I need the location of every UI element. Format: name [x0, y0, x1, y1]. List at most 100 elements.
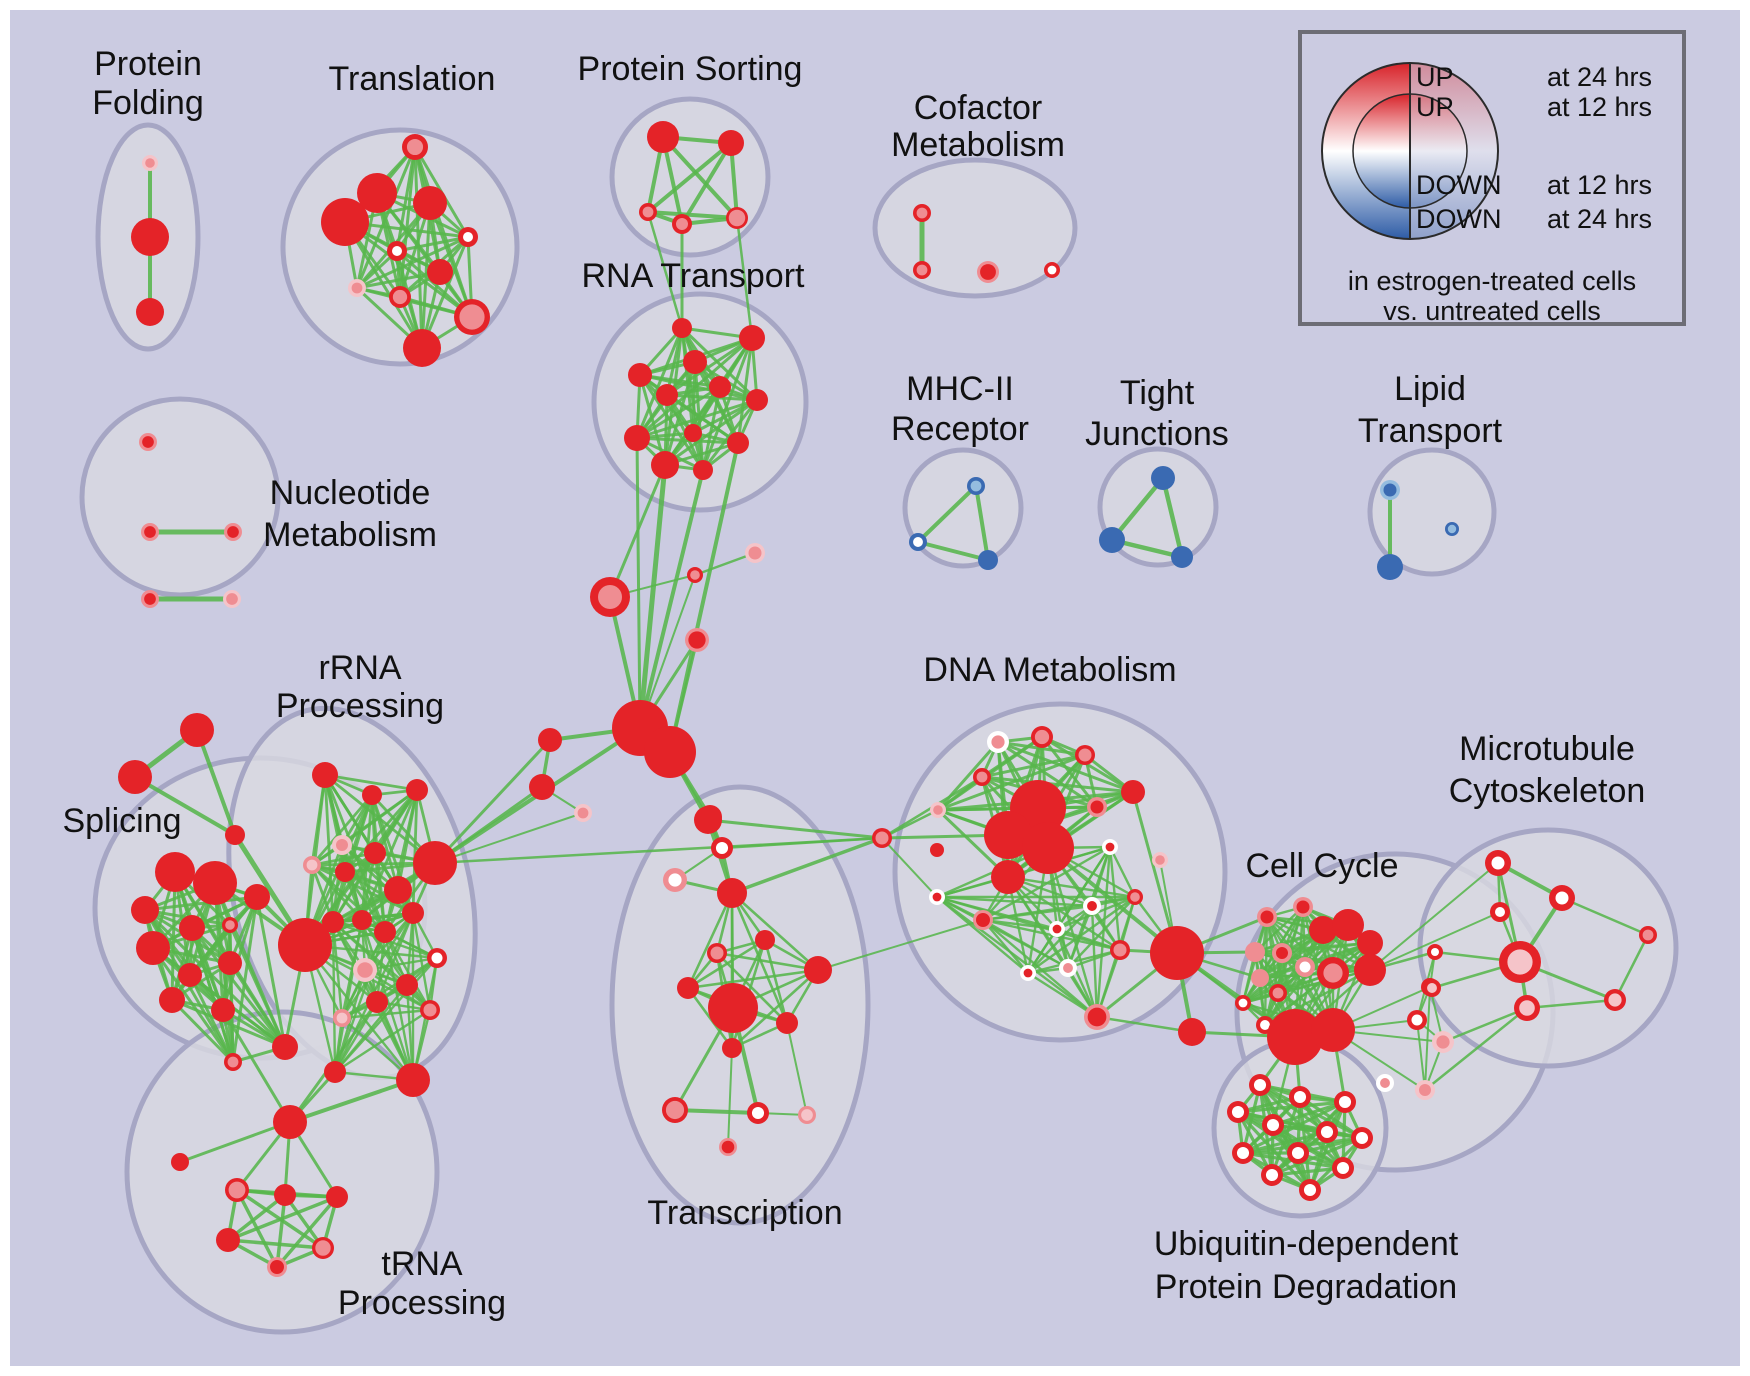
node-cf1	[916, 207, 928, 219]
cluster-label-rna-transport-line1: RNA Transport	[582, 257, 806, 295]
node-tl6	[392, 246, 402, 256]
cluster-label-cofactor-metabolism-line2: Metabolism	[891, 126, 1065, 164]
node-tn0	[171, 1153, 189, 1171]
node-tl10	[459, 304, 485, 330]
node-dn15	[1087, 901, 1097, 911]
node-lp1	[1383, 483, 1397, 497]
node-dn18	[1063, 963, 1073, 973]
node-dn14	[1130, 892, 1140, 902]
node-cc9	[1323, 963, 1343, 983]
cluster-shell-microtubule-cytoskeleton	[1417, 827, 1679, 1069]
node-ub9	[1291, 1146, 1305, 1160]
edge-dn13-dn17	[981, 918, 1122, 952]
cluster-shell-mhc-ii-receptor	[902, 447, 1024, 569]
node-dn16	[1052, 924, 1062, 934]
node-tr15	[721, 1140, 735, 1154]
legend-time-2: at 12 hrs	[1547, 92, 1652, 122]
node-tr14	[801, 1109, 813, 1121]
node-sp10	[159, 987, 185, 1013]
edge-dn13-dn20	[981, 918, 1099, 1019]
edge-tr4-tr8	[686, 891, 734, 990]
node-tr5	[755, 930, 775, 950]
node-tj2	[1099, 527, 1125, 553]
node-dn8	[1090, 800, 1104, 814]
edge-rt3-rt7	[638, 373, 759, 402]
edge-sp7-sp12	[188, 973, 287, 1049]
node-dn13	[976, 913, 990, 927]
node-st2	[118, 760, 152, 794]
node-ub5	[1266, 1118, 1280, 1132]
node-ccbr2	[1178, 1018, 1206, 1046]
node-hb6	[529, 774, 555, 800]
node-cc17	[1436, 1035, 1450, 1049]
edge-sp11-tnhub	[221, 1008, 292, 1124]
node-tn6	[270, 1260, 284, 1274]
cluster-label-microtubule-cytoskeleton-line2: Cytoskeleton	[1449, 772, 1646, 810]
node-tn5	[315, 1240, 331, 1256]
edge-rrhub-rr20	[303, 943, 415, 1082]
node-rr18	[423, 1003, 437, 1017]
edge-tr6-tr10	[715, 951, 789, 1025]
edge-sp4-sp12	[190, 926, 287, 1049]
legend-direction-4: DOWN	[1416, 204, 1501, 234]
node-tl7	[427, 259, 453, 285]
node-tr7	[804, 956, 832, 984]
cluster-label-trna-processing-line2: Processing	[338, 1284, 506, 1322]
node-tl2	[321, 198, 369, 246]
node-rr11	[352, 910, 372, 930]
edge-dn19-dn20	[1026, 971, 1099, 1019]
edge-dn9-dn17	[1108, 845, 1122, 952]
edge-dn7-ccbr	[1131, 790, 1179, 955]
node-tl9	[392, 289, 408, 305]
cluster-shell-trna-processing	[124, 1009, 440, 1335]
cluster-label-cell-cycle-line1: Cell Cycle	[1245, 847, 1398, 885]
node-sp7	[178, 963, 202, 987]
cluster-label-rrna-processing-line2: Processing	[276, 687, 444, 725]
node-tr12	[665, 1100, 685, 1120]
edge-tn3-tn6	[275, 1195, 339, 1269]
node-sp13	[227, 1056, 239, 1068]
node-hb2	[690, 570, 700, 580]
edge-rr10-rr19	[331, 920, 344, 1020]
node-rt11	[651, 451, 679, 479]
node-dn1	[991, 735, 1005, 749]
cluster-label-nucleotide-metabolism-line1: Nucleotide	[270, 474, 431, 512]
edge-tn4-tn5	[226, 1238, 325, 1250]
edge-st2-st3	[133, 775, 237, 837]
node-cc14	[1260, 1020, 1270, 1030]
edge-cc17-mt7	[1441, 1006, 1529, 1044]
edge-tr6-tr7	[715, 951, 820, 972]
cluster-label-ubiquitin-degradation-line2: Protein Degradation	[1155, 1268, 1457, 1306]
edge-rr3-rr12	[383, 788, 419, 934]
node-tr10	[776, 1012, 798, 1034]
node-tnhub	[273, 1105, 307, 1139]
node-hb9	[715, 841, 729, 855]
edge-dn12-dn17	[935, 895, 1122, 952]
edge-cc2-cc6	[1253, 905, 1305, 954]
edge-dn16-dn19	[1026, 927, 1059, 975]
edge-cc15-cc19	[1416, 1019, 1426, 1091]
edge-tr10-tr14	[786, 1022, 808, 1116]
node-tl8	[351, 282, 363, 294]
cluster-label-transcription-line1: Transcription	[647, 1194, 842, 1232]
node-ps5	[728, 209, 746, 227]
node-ccA	[1267, 1009, 1323, 1065]
node-rt1	[672, 318, 692, 338]
node-rr4	[336, 839, 348, 851]
edge-sp3-sp12	[143, 908, 287, 1049]
node-cc10	[1354, 954, 1386, 986]
node-rr14	[431, 952, 443, 964]
node-rr9	[384, 876, 412, 904]
cluster-shell-nucleotide-metabolism	[79, 396, 281, 598]
node-mt6	[1608, 993, 1622, 1007]
node-sp9	[244, 884, 270, 910]
edge-rel1-dn12	[881, 837, 938, 898]
node-rt5	[709, 376, 731, 398]
edge-tj1-tj2	[1109, 475, 1166, 543]
edge-rt7-rt8	[635, 398, 759, 440]
edge-sp9-sp12	[255, 895, 287, 1049]
node-rr7	[364, 842, 386, 864]
